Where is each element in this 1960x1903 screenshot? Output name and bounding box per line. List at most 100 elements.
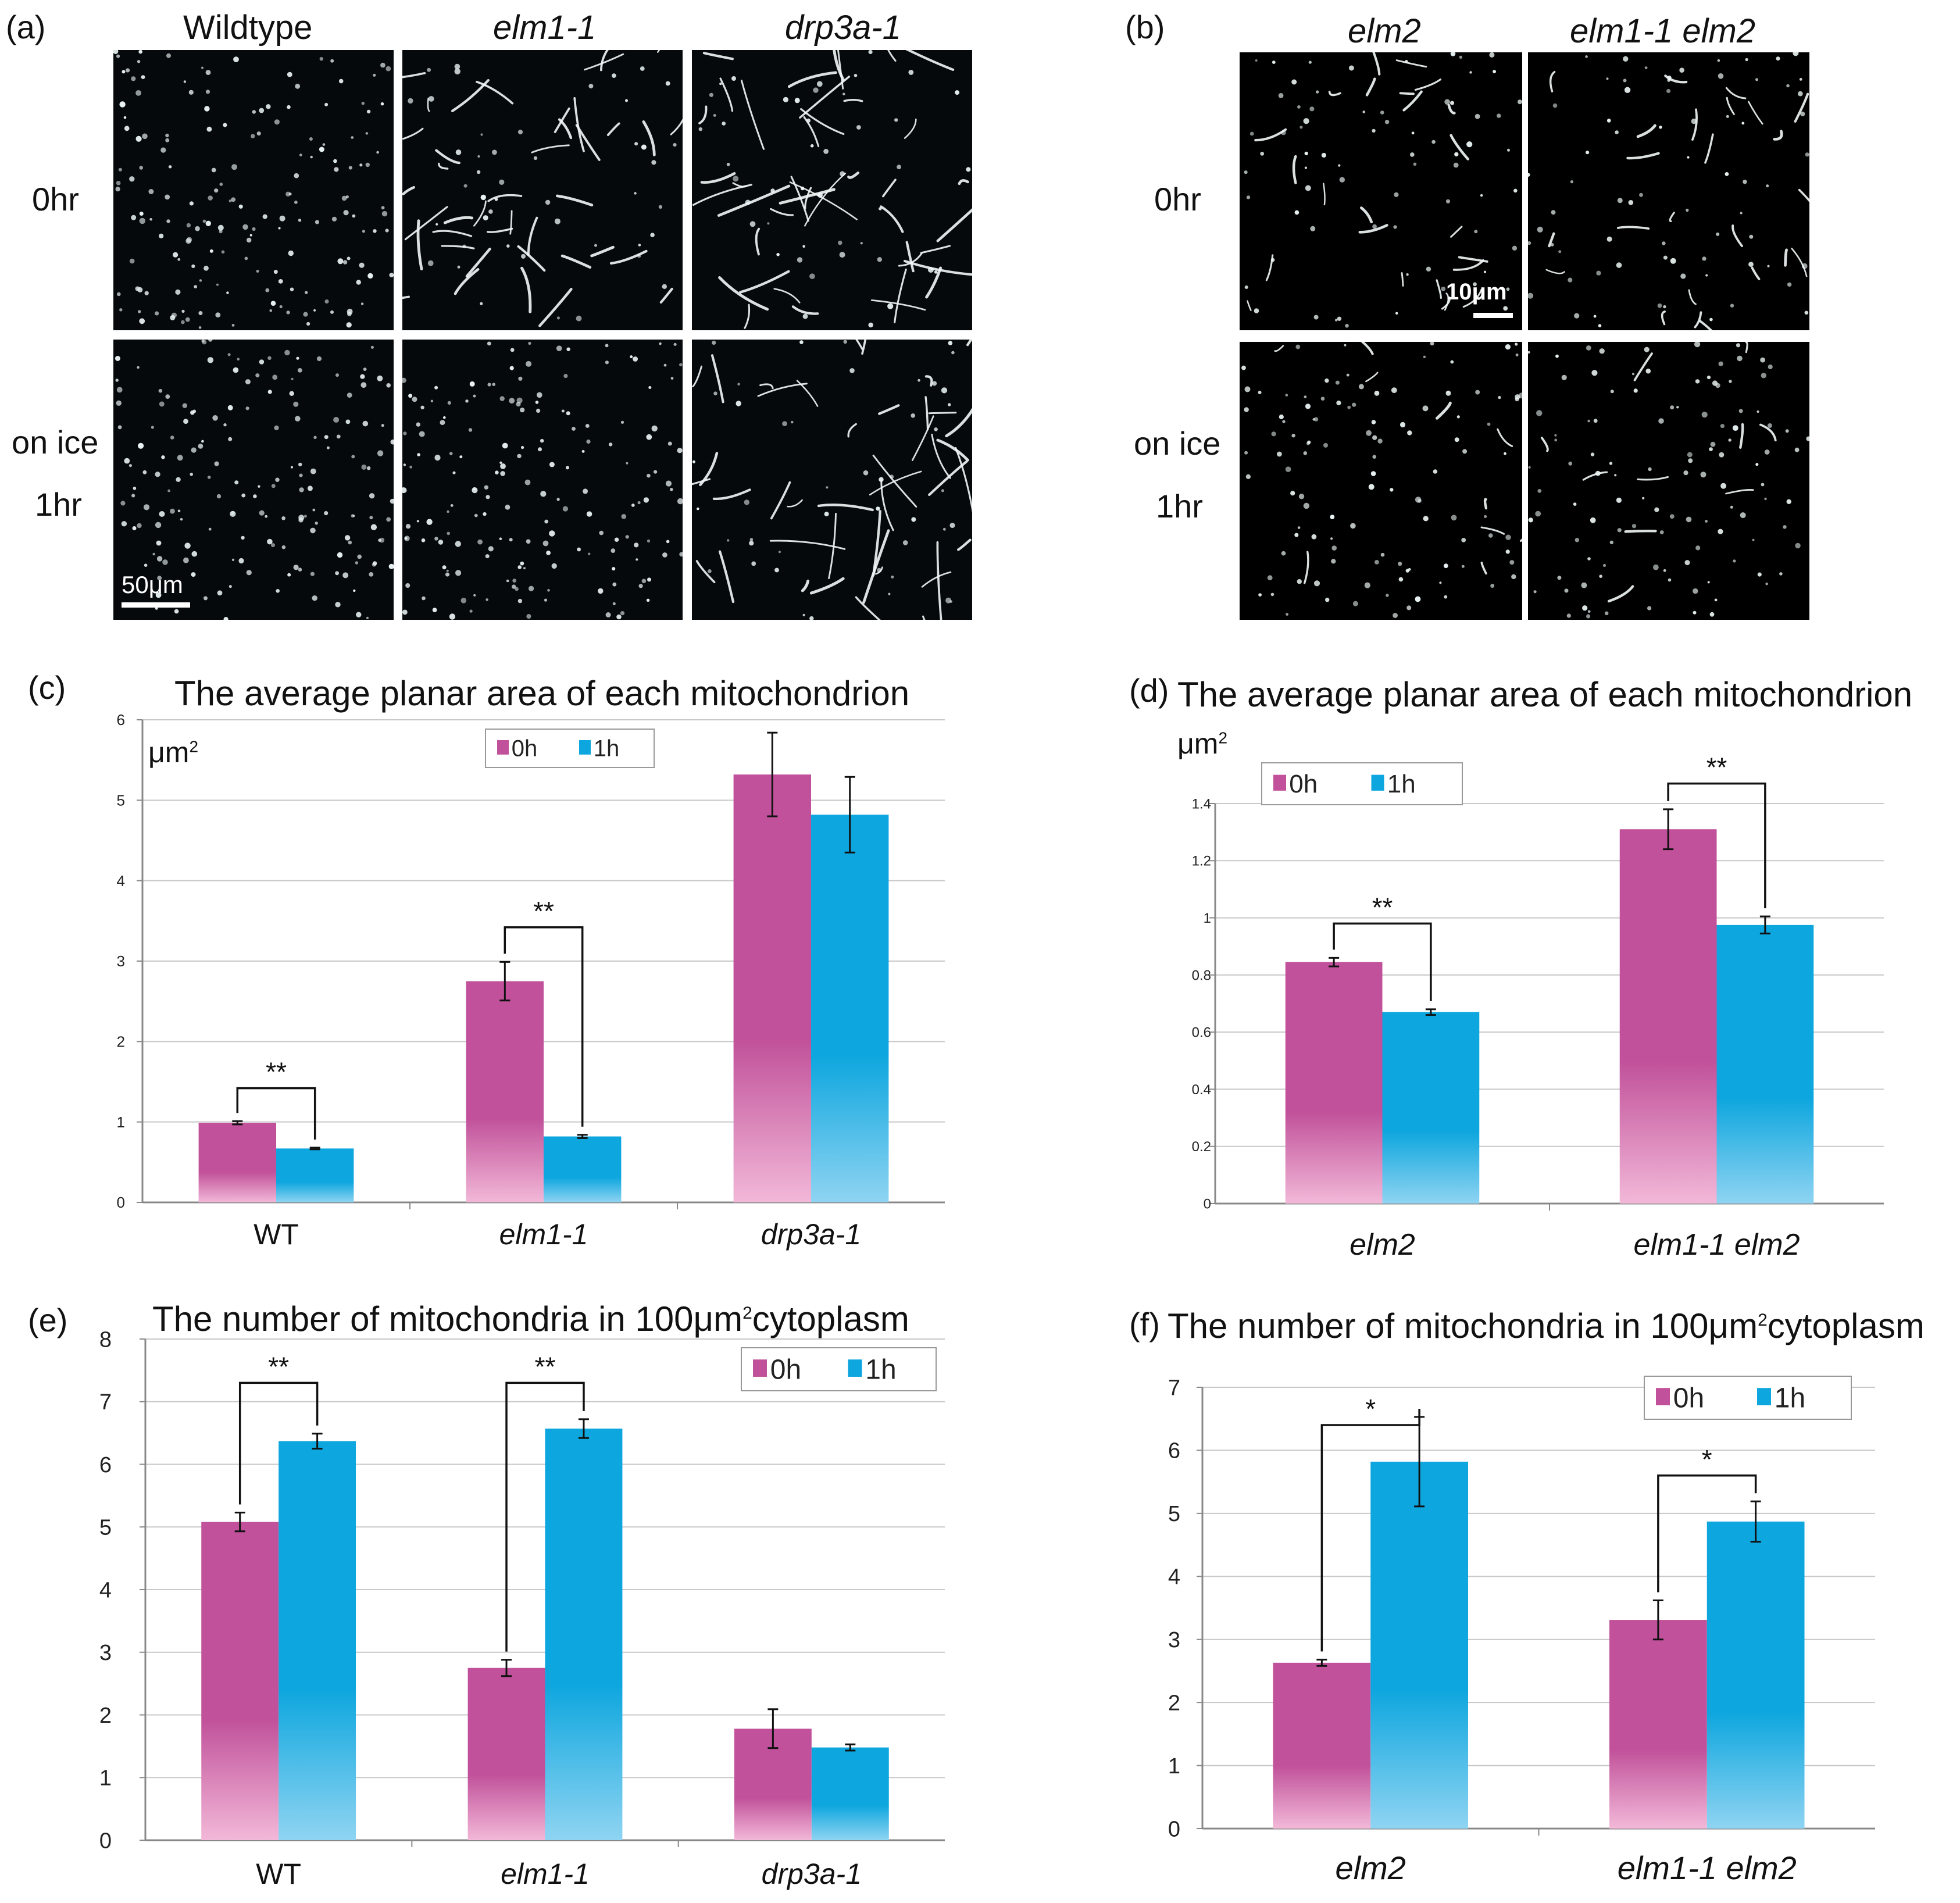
legend-swatch: [1656, 1388, 1670, 1405]
significance-label: **: [1372, 892, 1393, 922]
panel-e-letter: (e): [28, 1302, 68, 1338]
micrograph-texture: [1241, 342, 1522, 618]
significance-bracket: [505, 1381, 585, 1652]
category-label: elm1-1: [501, 1858, 590, 1890]
panel-a-row-1hr: 1hr: [35, 486, 82, 523]
y-tick-label: 4: [117, 872, 125, 890]
micrograph-texture: [1244, 52, 1522, 328]
significance-bracket: [236, 1087, 316, 1140]
category-label: elm1-1: [499, 1218, 588, 1251]
y-tick-label: 6: [117, 711, 125, 729]
panel-a-column-wildtype: Wildtype: [183, 9, 313, 47]
micrograph-texture: [113, 50, 394, 329]
micrograph-wildtype-0hr: [113, 50, 394, 330]
significance-label: **: [1706, 752, 1727, 783]
category-label: drp3a-1: [762, 1858, 862, 1890]
y-tick-label: 3: [99, 1641, 112, 1665]
panel-a-column-elm1-1: elm1-1: [493, 9, 597, 47]
legend-swatch: [1757, 1388, 1771, 1405]
category-label: elm1-1 elm2: [1633, 1228, 1800, 1262]
category-label: elm2: [1349, 1228, 1415, 1262]
bar-f-elm1-1 elm2-1h: [1706, 1521, 1805, 1829]
scale-label-50um: 50μm: [122, 571, 183, 598]
y-tick-label: 3: [1168, 1628, 1180, 1652]
scale-bar-10um: [1473, 313, 1513, 318]
significance-label: **: [533, 896, 554, 926]
micrograph-elm1-1-0hr: [402, 50, 683, 330]
panel-a-row-0hr: 0hr: [32, 181, 79, 217]
legend-swatch: [579, 740, 591, 755]
legend-swatch: [1371, 774, 1384, 791]
legend-label: 1h: [1387, 770, 1416, 798]
micrograph-elm2-1hr: [1240, 342, 1522, 620]
y-tick-label: 1: [117, 1113, 125, 1131]
bar-f-elm1-1 elm2-0h: [1609, 1620, 1707, 1829]
legend-swatch: [497, 740, 509, 755]
panel-b-row-on-ice: on ice: [1134, 425, 1221, 462]
bar-e-WT-0h: [201, 1522, 279, 1840]
legend-label: 0h: [1289, 770, 1318, 798]
legend-swatch: [1273, 774, 1286, 791]
y-tick-label: 0: [1168, 1817, 1180, 1841]
legend-swatch: [848, 1359, 862, 1377]
micrograph-drp3a-1-1hr: [692, 340, 972, 620]
legend-label: 1h: [594, 736, 620, 762]
significance-bracket: [1333, 922, 1432, 1001]
y-tick-label: 0: [117, 1194, 125, 1211]
y-tick-label: 1: [99, 1766, 112, 1791]
micrograph-drp3a-1-0hr: [692, 50, 972, 330]
y-tick-label: 6: [99, 1453, 112, 1477]
chart-d-ylabel: μm2: [1177, 727, 1228, 760]
category-label: WT: [254, 1218, 299, 1251]
y-tick-label: 0.4: [1192, 1082, 1211, 1098]
panel-d-letter: (d): [1129, 672, 1169, 709]
y-tick-label: 4: [1168, 1565, 1180, 1590]
y-tick-label: 1: [1204, 911, 1211, 926]
legend-swatch: [753, 1359, 767, 1377]
micrograph-texture: [115, 340, 394, 620]
bar-d-elm1-1 elm2-1h: [1716, 924, 1814, 1204]
y-tick-label: 1.4: [1192, 796, 1211, 812]
y-tick-label: 2: [117, 1033, 125, 1050]
bar-e-elm1-1-1h: [545, 1429, 623, 1840]
significance-label: **: [535, 1351, 556, 1381]
y-tick-label: 1: [1168, 1754, 1180, 1779]
bar-e-elm1-1-0h: [467, 1668, 545, 1840]
bar-d-elm2-1h: [1382, 1012, 1480, 1204]
significance-bracket: [504, 926, 584, 1127]
panel-f-letter: (f): [1129, 1306, 1160, 1343]
micrograph-elm2-0hr: 10μm: [1240, 52, 1522, 330]
chart-c-title: The average planar area of each mitochon…: [174, 674, 910, 713]
panel-c-letter: (c): [28, 669, 66, 706]
panel-a-letter: (a): [6, 9, 46, 45]
y-tick-label: 4: [99, 1578, 112, 1602]
panel-b-letter: (b): [1125, 9, 1165, 45]
panel-b-row-0hr: 0hr: [1154, 181, 1201, 217]
micrograph-texture: [402, 50, 683, 327]
significance-label: **: [266, 1057, 287, 1087]
panel-b-row-1hr: 1hr: [1156, 488, 1203, 524]
micrograph-texture: [1528, 342, 1809, 619]
y-tick-label: 0: [99, 1829, 112, 1853]
y-tick-label: 8: [99, 1327, 112, 1352]
micrograph-texture: [692, 340, 972, 620]
y-tick-label: 0.2: [1192, 1139, 1211, 1155]
bar-e-WT-1h: [279, 1441, 356, 1840]
chart-e-title: The number of mitochondria in 100μm2cyto…: [152, 1299, 909, 1338]
legend-label: 1h: [1775, 1383, 1805, 1413]
significance-label: *: [1365, 1394, 1376, 1424]
significance-bracket: [238, 1381, 319, 1505]
bar-c-drp3a-1-0h: [733, 774, 811, 1202]
bar-f-elm2-1h: [1370, 1461, 1469, 1829]
y-tick-label: 6: [1168, 1439, 1180, 1463]
chart-f-title: The number of mitochondria in 100μm2cyto…: [1168, 1306, 1925, 1345]
bar-c-drp3a-1-1h: [811, 815, 889, 1202]
bar-f-elm2-0h: [1273, 1662, 1371, 1829]
legend: 0h 1h: [1644, 1376, 1852, 1420]
legend: 0h 1h: [1261, 762, 1463, 805]
scale-label-10um: 10μm: [1446, 279, 1507, 305]
y-tick-label: 0.6: [1192, 1025, 1211, 1041]
